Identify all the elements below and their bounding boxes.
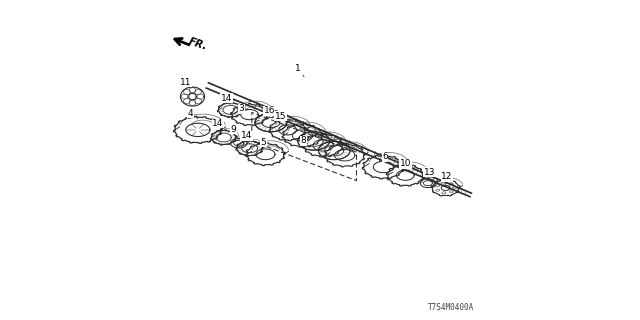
Text: 13: 13 — [424, 168, 435, 178]
Text: T7S4M0400A: T7S4M0400A — [428, 303, 474, 312]
Text: 8: 8 — [301, 136, 307, 146]
Text: 16: 16 — [264, 106, 275, 116]
Text: 14: 14 — [212, 119, 223, 132]
Text: 15: 15 — [275, 112, 286, 121]
Text: 14: 14 — [241, 132, 252, 144]
Text: 5: 5 — [260, 138, 266, 147]
Text: 11: 11 — [180, 78, 193, 88]
Text: FR.: FR. — [188, 36, 209, 52]
Text: 10: 10 — [400, 159, 412, 169]
Text: 6: 6 — [382, 152, 388, 161]
Text: 4: 4 — [188, 108, 198, 119]
Text: 14: 14 — [221, 94, 232, 105]
Text: 9: 9 — [231, 125, 237, 138]
Text: 3: 3 — [239, 104, 247, 113]
Text: 12: 12 — [441, 172, 452, 181]
Text: 1: 1 — [295, 63, 304, 77]
